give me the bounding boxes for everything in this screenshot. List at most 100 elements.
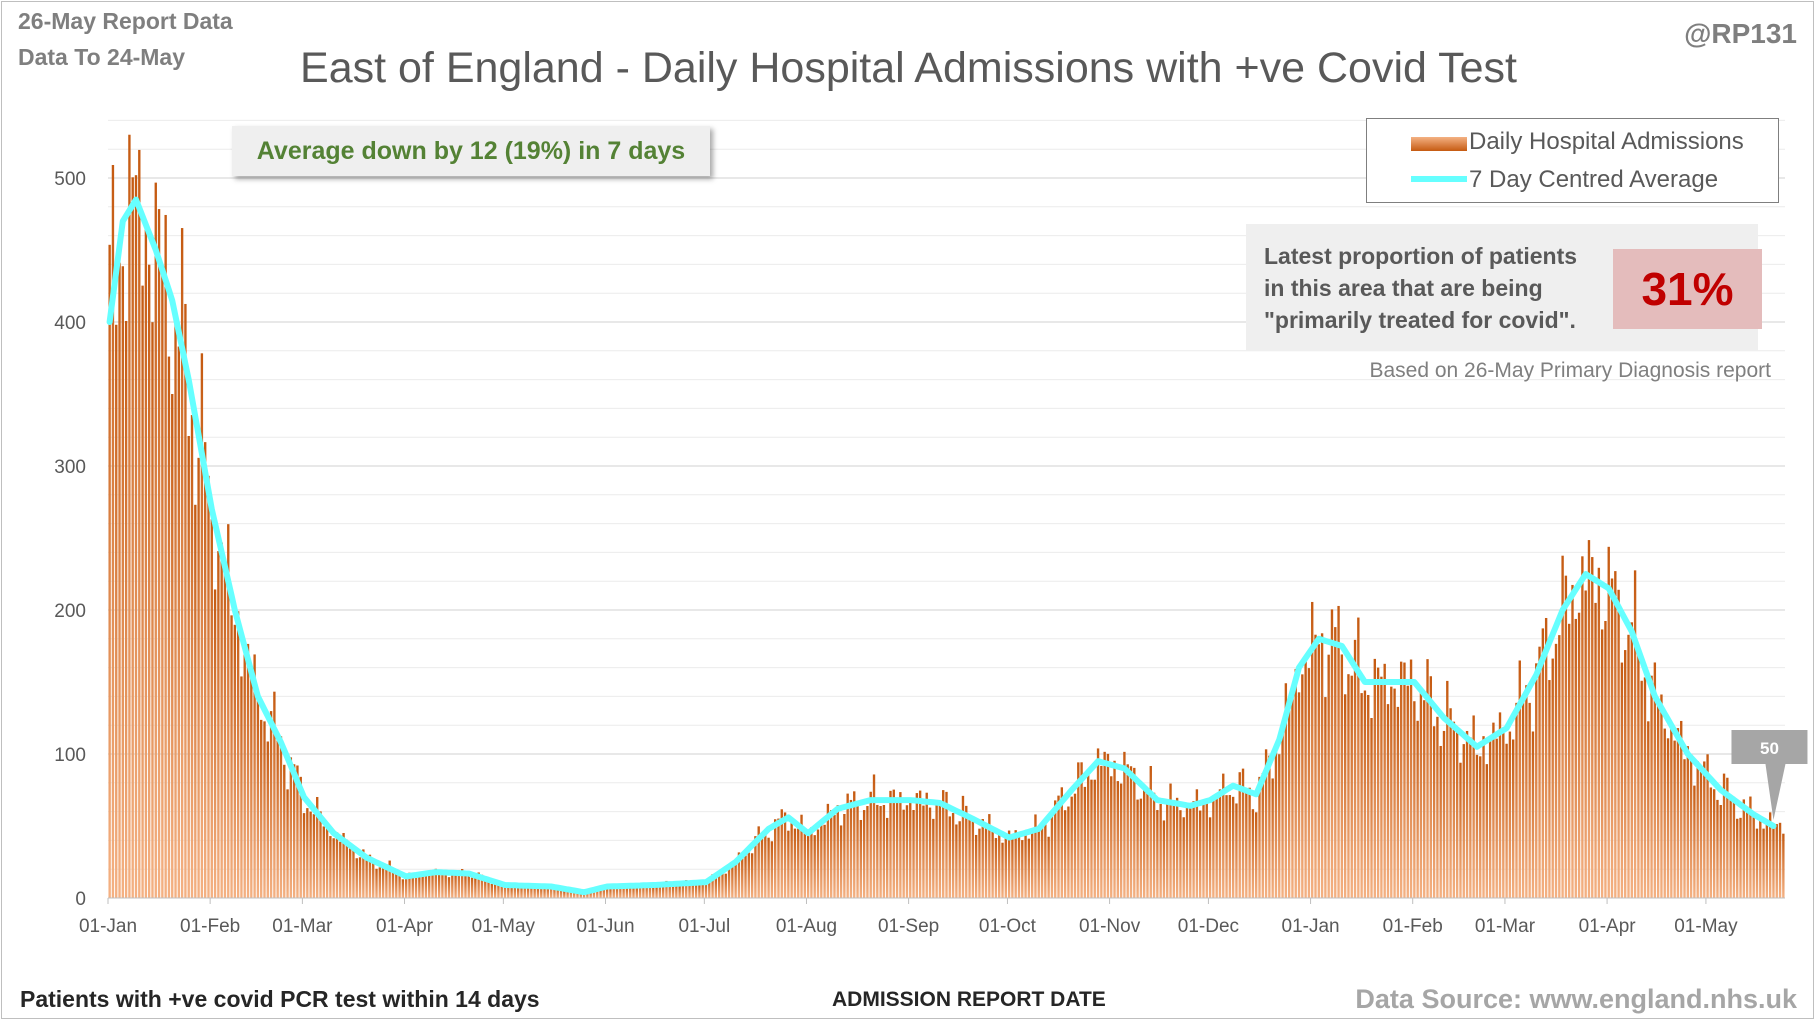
bar [876,804,879,898]
bar [1067,806,1070,898]
bar [721,870,724,898]
legend-line-label: 7 Day Centred Average [1469,166,1719,193]
bar [948,816,951,898]
bar [302,813,306,898]
bar [1340,654,1344,898]
bar [770,841,774,898]
bar [171,394,174,898]
bar [1337,605,1340,898]
x-tick-labels: 01-Jan 01-Feb 01-Mar 01-Apr 01-May 01-Jun 01-J… [79,916,1738,937]
bar [925,792,928,898]
bar [365,855,368,898]
bar [253,654,256,898]
bar [115,324,118,898]
y-tick-label: 300 [54,457,86,478]
bar [1472,715,1475,898]
bar [510,886,513,898]
bar [1462,744,1465,898]
bar [589,891,592,898]
bar [1452,721,1456,898]
bar [1185,805,1189,898]
bar [892,789,895,898]
bar [681,883,685,898]
bar [1330,609,1334,898]
bar [1762,828,1765,898]
legend-bar-label: Daily Hospital Admissions [1469,128,1744,155]
bar [1103,751,1106,898]
bar [1363,690,1367,898]
bar [1011,838,1014,898]
bar [1729,797,1732,898]
bar [1653,662,1657,898]
bar [797,828,800,898]
x-tick-label: 01-May [1674,916,1738,937]
bar [1278,754,1281,898]
bar [685,880,688,898]
bar [372,859,375,898]
y-tick-label: 400 [54,313,86,334]
bar [1077,762,1080,898]
bar [974,834,978,898]
bar [652,886,655,898]
bar [823,824,826,898]
bar [1106,753,1110,898]
bar [1663,728,1666,898]
bar [553,886,556,898]
x-tick-label: 01-Nov [1079,916,1141,937]
bar [1334,627,1337,898]
bar [1512,739,1515,898]
bar [1195,789,1199,898]
bar [1726,777,1729,898]
x-tick-label: 01-Mar [272,916,333,937]
bar [635,887,638,898]
bar [1716,799,1719,898]
bar [444,873,447,898]
bar [1304,661,1307,898]
bar [563,891,566,898]
bar [1399,661,1403,898]
x-tick-label: 01-Feb [1383,916,1443,937]
bar [1314,634,1317,898]
chart-title: East of England - Daily Hospital Admissi… [300,44,1517,92]
bar [474,878,477,898]
bar [688,882,691,898]
bar [955,824,958,898]
y-tick-label: 500 [54,169,86,190]
bar [1149,766,1152,898]
bar [279,736,283,898]
average-line [106,196,1777,896]
bar [599,889,602,898]
bar [1093,779,1096,898]
bar [1017,833,1021,898]
bar [1152,792,1156,898]
bar [1231,796,1235,898]
bar [1637,648,1640,898]
bar [1670,724,1673,898]
bar [161,268,164,898]
bar [1320,633,1324,898]
bar [1360,693,1363,898]
bar [816,829,820,898]
bar [289,757,293,898]
bar [790,823,793,898]
bar [615,886,619,898]
bar [536,887,540,898]
bar [642,884,645,898]
bar [1732,796,1736,898]
bar [1739,817,1742,898]
bar [579,892,582,898]
bar [213,589,217,898]
bar [1096,748,1100,898]
bar [1775,824,1778,898]
bar [1297,692,1301,898]
bar [938,805,942,898]
bar [1515,702,1518,898]
bar [316,796,319,898]
average-change-note: Average down by 12 (19%) in 7 days [232,126,710,176]
bar [1423,700,1426,898]
bar [1676,728,1680,898]
bar [395,873,398,898]
bar [335,832,339,898]
bar [1376,667,1380,898]
bar [1768,812,1772,898]
